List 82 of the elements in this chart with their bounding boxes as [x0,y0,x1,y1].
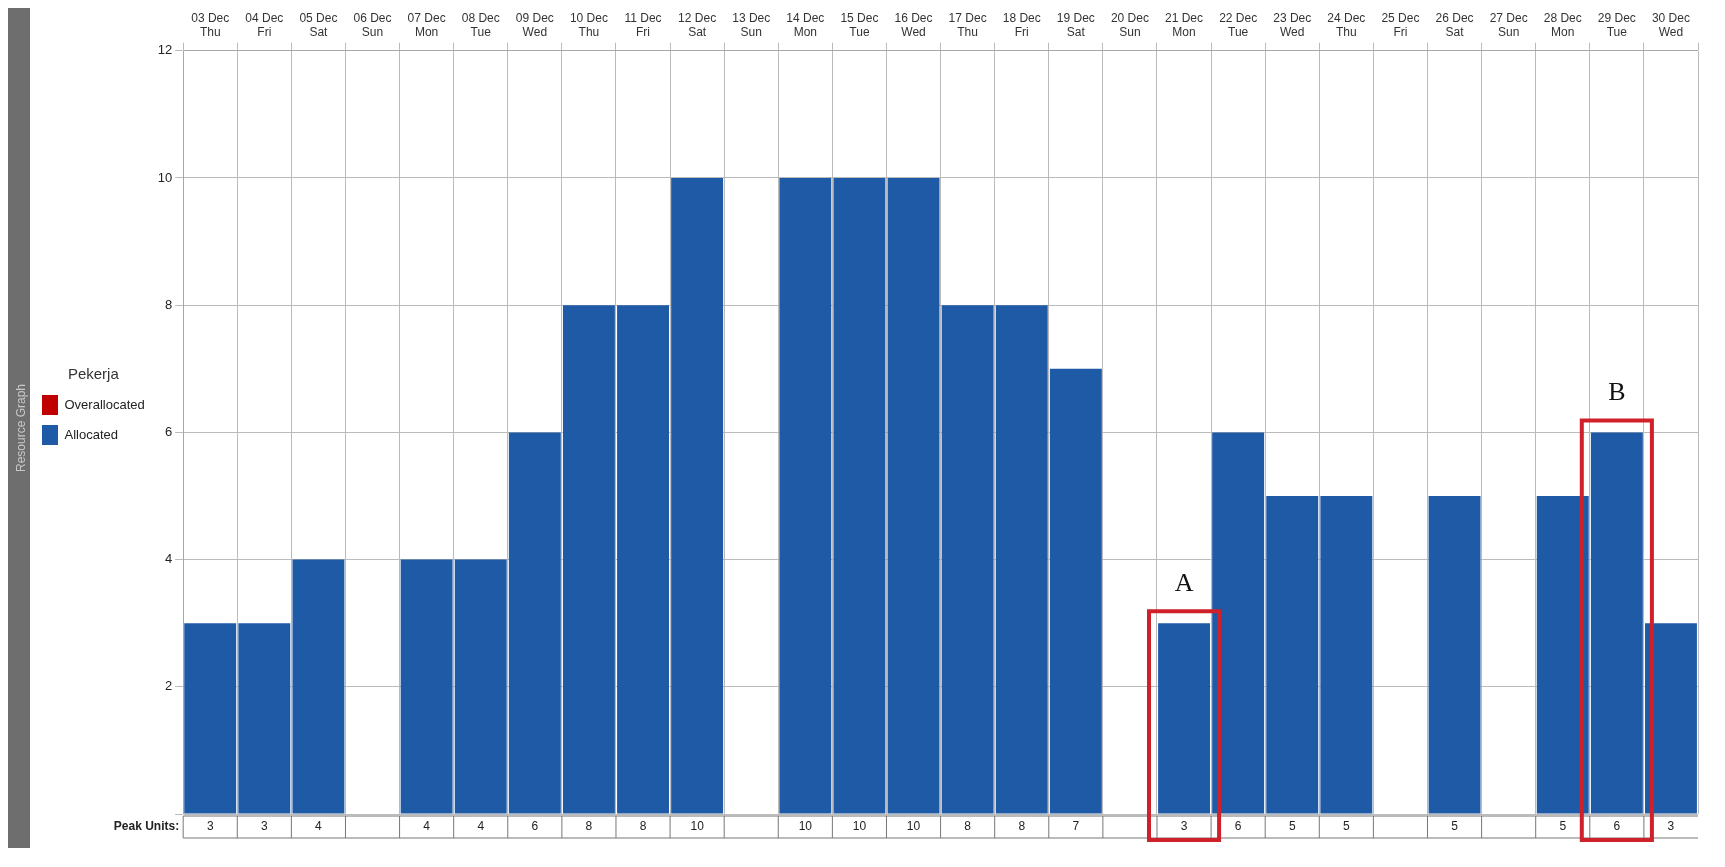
data-label: 10 [690,819,705,834]
data-label: 3 [206,819,214,834]
bar [184,623,237,814]
x-tick-label: 10 Dec Thu [569,10,608,39]
x-tick-label: 12 Dec Sat [678,10,717,39]
x-tick-label: 29 Dec Tue [1597,10,1636,39]
y-tick-label: 10 [157,169,173,185]
x-tick-label: 16 Dec Wed [894,10,933,39]
y-tick-label: 4 [164,551,173,567]
data-label: 7 [1072,819,1080,834]
data-label: 3 [260,819,268,834]
data-label: 10 [906,819,921,834]
data-label: 6 [1613,819,1621,834]
data-label: 10 [798,819,813,834]
y-tick-label: 2 [164,678,173,694]
x-tick-label: 11 Dec Fri [624,10,662,39]
x-tick-label: 28 Dec Mon [1543,10,1582,39]
data-label: 3 [1180,819,1188,834]
data-label: 4 [477,819,485,834]
x-tick-label: 13 Dec Sun [732,10,771,39]
bar [1049,368,1102,814]
legend-label: Overallocated [64,396,145,412]
x-tick-label: 04 Dec Fri [245,10,284,39]
bar [238,623,291,814]
x-tick-label: 20 Dec Sun [1110,10,1149,39]
data-label: 5 [1288,819,1296,834]
y-tick-label: 6 [164,423,173,439]
data-label: 6 [531,819,539,834]
data-label: 5 [1559,819,1567,834]
text: Resource Graph [14,383,29,473]
x-tick-label: 22 Dec Tue [1219,10,1258,39]
x-tick-label: 15 Dec Tue [840,10,879,39]
x-tick-label: 27 Dec Sun [1489,10,1528,39]
bar [400,559,453,814]
annotation: B [1608,377,1626,407]
x-tick-label: 26 Dec Sat [1435,10,1474,39]
x-tick-label: 03 Dec Thu [191,10,230,39]
data-label: 8 [1018,819,1026,834]
bar [887,178,940,814]
y-tick-label: 8 [164,296,173,312]
bar [562,305,615,814]
x-tick-label: 09 Dec Wed [515,10,554,39]
legend-title: Pekerja [67,364,120,382]
x-tick-label: 07 Dec Mon [407,10,446,39]
data-label: 4 [315,819,323,834]
bar [995,305,1048,814]
data-label: 8 [639,819,647,834]
bar [1428,496,1481,814]
bar [617,305,669,814]
bar [779,178,832,814]
data-label: 8 [964,819,972,834]
bar [1266,496,1319,814]
x-tick-label: 14 Dec Mon [786,10,825,39]
bar [454,559,507,814]
bar [833,178,886,814]
x-tick-label: 30 Dec Wed [1651,10,1690,39]
data-label: 10 [852,819,867,834]
data-label: 3 [1667,819,1675,834]
bar [1320,496,1373,814]
bar [941,305,994,814]
bar [292,559,345,814]
x-tick-label: 05 Dec Sat [299,10,338,39]
annotation: A [1174,568,1194,598]
x-tick-label: 18 Dec Fri [1002,10,1041,39]
x-tick-label: 08 Dec Tue [461,10,500,39]
data-label: 5 [1451,819,1459,834]
x-tick-label: 23 Dec Wed [1273,10,1312,39]
x-tick-label: 21 Dec Mon [1165,10,1204,39]
data-label: 8 [585,819,593,834]
bar [508,432,561,814]
data-label: 4 [423,819,431,834]
bar [671,178,724,814]
x-tick-label: 06 Dec Sun [353,10,392,39]
legend-label: Allocated [64,426,118,442]
y-tick-label: 12 [157,42,173,58]
x-tick-label: 24 Dec Thu [1327,10,1366,39]
x-tick-label: 17 Dec Thu [948,10,987,39]
x-axis-title: Peak Units: [113,819,180,834]
data-label: 6 [1234,819,1242,834]
x-tick-label: 19 Dec Sat [1056,10,1095,39]
x-tick-label: 25 Dec Fri [1381,10,1420,39]
data-label: 5 [1343,819,1350,834]
